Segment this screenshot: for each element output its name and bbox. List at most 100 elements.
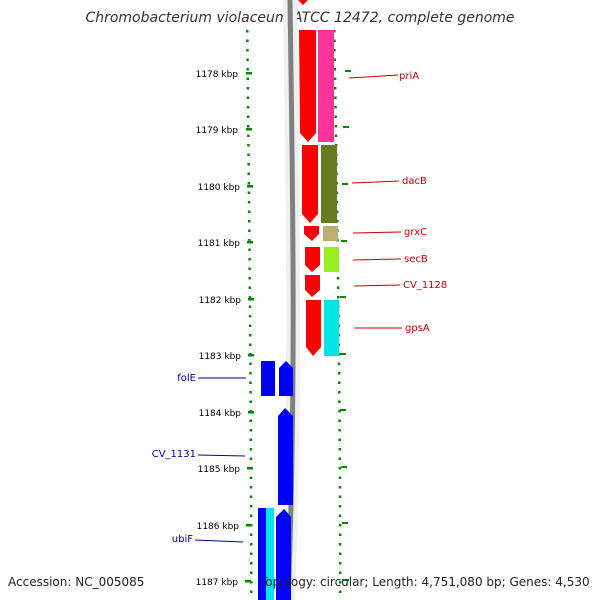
- track-dot: [250, 571, 253, 574]
- ruler-tick: 1180 kbp: [198, 183, 253, 193]
- track-dot: [246, 68, 249, 71]
- track-dot: [338, 419, 341, 422]
- track-dot: [338, 467, 342, 470]
- track-dot: [248, 239, 251, 242]
- track-dot: [339, 562, 342, 565]
- track-dot: [247, 182, 251, 185]
- svg-text:1178 kbp: 1178 kbp: [196, 70, 239, 80]
- track-dot: [338, 457, 342, 460]
- svg-text:1184 kbp: 1184 kbp: [199, 409, 242, 419]
- gene-label-folE[interactable]: folE: [177, 373, 196, 384]
- track-dot: [333, 58, 336, 61]
- ruler-tick: 1182 kbp: [199, 296, 254, 306]
- track-dot: [338, 410, 341, 413]
- track-dot: [249, 514, 253, 517]
- track-dot: [337, 372, 341, 375]
- genome-summary-text: Topology: circular; Length: 4,751,080 bp…: [260, 575, 590, 589]
- track-dot: [249, 495, 253, 498]
- gene-category-secB: [324, 247, 339, 272]
- track-dot: [334, 134, 338, 137]
- track-dot: [334, 106, 337, 109]
- track-dot: [246, 87, 250, 90]
- track-dot: [250, 590, 253, 593]
- track-dot: [246, 115, 250, 118]
- track-dot: [249, 362, 252, 365]
- ruler-tick: 1179 kbp: [196, 126, 252, 136]
- track-dot: [248, 286, 252, 289]
- track-dot: [246, 106, 250, 109]
- track-dot: [246, 96, 250, 99]
- track-dot: [247, 125, 250, 128]
- track-dot: [248, 229, 251, 232]
- track-dot: [247, 134, 250, 137]
- track-dot: [246, 39, 249, 42]
- track-dot: [249, 343, 252, 346]
- track-dot: [248, 220, 251, 223]
- gene-label-priA[interactable]: priA: [399, 71, 419, 82]
- track-dot: [249, 429, 253, 432]
- svg-text:1185 kbp: 1185 kbp: [198, 465, 241, 475]
- accession-text: Accession: NC_005085: [8, 575, 145, 589]
- track-dot: [249, 448, 253, 451]
- track-dot: [333, 87, 337, 90]
- track-dot: [338, 514, 342, 517]
- track-dot: [249, 476, 253, 479]
- dotted-tracks: [246, 30, 342, 593]
- gene-category-ubiF-a: [258, 508, 266, 600]
- track-dot: [249, 438, 253, 441]
- forward-strand-genes: [298, 0, 339, 356]
- track-dot: [334, 115, 337, 118]
- track-dot: [333, 30, 336, 33]
- ruler-tick: 1178 kbp: [196, 70, 252, 80]
- track-dot: [338, 543, 342, 546]
- track-dot: [247, 153, 250, 156]
- gene-label-secB[interactable]: secB: [404, 254, 428, 265]
- track-dot: [338, 391, 341, 394]
- track-dot: [246, 49, 249, 52]
- track-dot: [333, 68, 337, 71]
- right-ruler-ticks: [340, 70, 351, 581]
- track-dot: [338, 486, 342, 489]
- ruler-tick: 1186 kbp: [197, 522, 252, 532]
- svg-text:1183 kbp: 1183 kbp: [199, 352, 242, 362]
- gene-label-dacB[interactable]: dacB: [402, 176, 427, 187]
- map-title: Chromobacterium violaceum ATCC 12472, co…: [85, 10, 515, 26]
- gene-arrow-grxC: [304, 226, 319, 241]
- track-dot: [249, 334, 252, 337]
- label-leader-lines: [194, 74, 402, 543]
- gene-arrow-ubiF: [276, 509, 291, 600]
- gene-label-CV_1131[interactable]: CV_1131: [152, 449, 196, 460]
- gene-category-grxC: [323, 226, 338, 241]
- track-dot: [338, 505, 342, 508]
- track-dot: [339, 571, 342, 574]
- track-dot: [250, 562, 253, 565]
- gene-arrow-gpsA: [306, 300, 321, 356]
- gene-category-priA: [318, 30, 334, 142]
- track-dot: [247, 191, 251, 194]
- track-dot: [249, 486, 253, 489]
- track-dot: [339, 590, 342, 593]
- svg-text:1179 kbp: 1179 kbp: [196, 126, 239, 136]
- track-dot: [249, 419, 252, 422]
- gene-label-grxC[interactable]: grxC: [404, 227, 427, 238]
- track-dot: [249, 391, 252, 394]
- gene-arrow-CV_1128: [305, 275, 320, 297]
- gene-arrow-top-fragment: [298, 0, 308, 5]
- svg-text:1186 kbp: 1186 kbp: [197, 522, 240, 532]
- gene-arrow-secB: [305, 247, 320, 272]
- gene-label-gpsA[interactable]: gpsA: [405, 323, 430, 334]
- track-dot: [339, 552, 342, 555]
- track-dot: [338, 429, 341, 432]
- track-dot: [338, 438, 341, 441]
- track-dot: [247, 172, 250, 175]
- ruler-tick: 1181 kbp: [198, 239, 253, 249]
- gene-category-folE: [261, 361, 275, 396]
- ruler-tick: 1185 kbp: [198, 465, 253, 475]
- gene-arrow-priA: [299, 30, 316, 142]
- track-dot: [246, 30, 249, 33]
- track-dot: [339, 581, 342, 584]
- gene-label-ubiF[interactable]: ubiF: [172, 534, 193, 545]
- track-dot: [250, 581, 253, 584]
- gene-label-CV_1128[interactable]: CV_1128: [403, 280, 447, 291]
- track-dot: [336, 220, 339, 223]
